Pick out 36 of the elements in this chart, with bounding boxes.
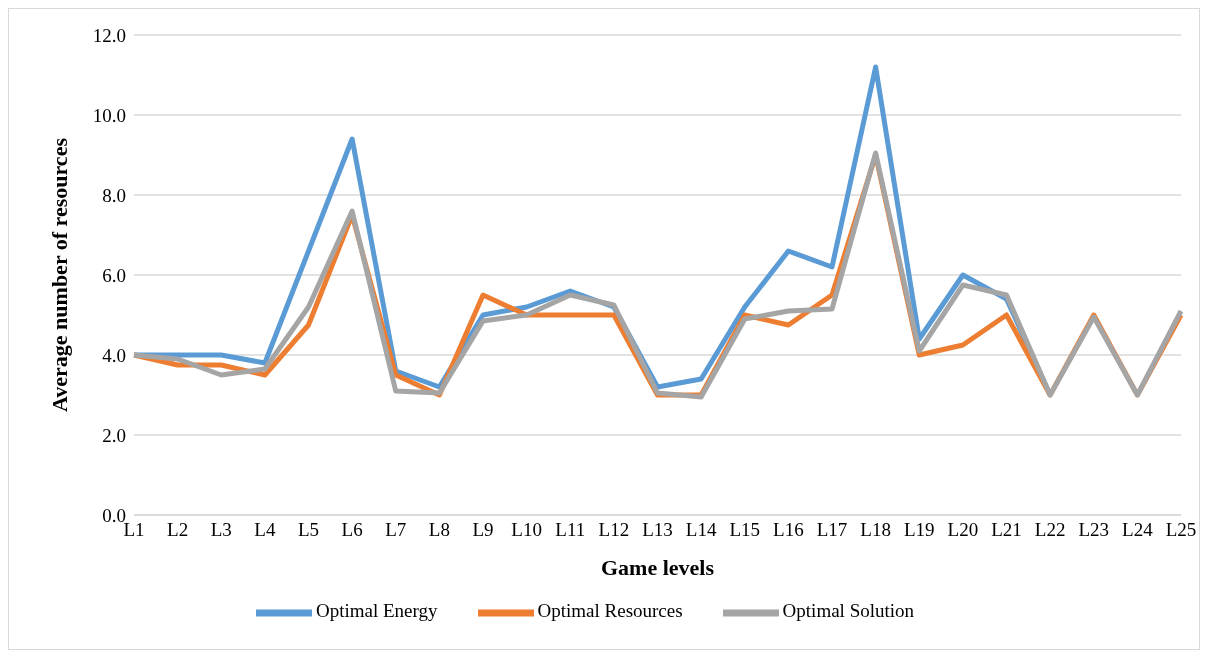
x-tick-label: L15 (729, 519, 761, 541)
x-tick-label: L4 (254, 519, 276, 541)
y-tick-label: 8.0 (102, 184, 126, 206)
x-tick-label: L21 (991, 519, 1022, 541)
x-tick-label: L3 (210, 519, 232, 541)
legend-label: Optimal Resources (537, 600, 683, 622)
y-tick-label: 6.0 (102, 264, 126, 286)
x-tick-label: L13 (642, 519, 673, 541)
x-tick-label: L8 (428, 519, 450, 541)
x-tick-label: L2 (167, 519, 189, 541)
x-tick-label: L24 (1122, 519, 1154, 541)
x-tick-label: L7 (385, 519, 407, 541)
x-tick-label: L20 (947, 519, 979, 541)
y-tick-label: 10.0 (92, 104, 126, 126)
legend-label: Optimal Solution (782, 600, 915, 622)
x-axis-title: Game levels (600, 555, 715, 580)
y-tick-label: 4.0 (102, 344, 126, 366)
x-tick-label: L14 (685, 519, 717, 541)
y-tick-label: 0.0 (102, 504, 126, 526)
y-tick-label: 2.0 (102, 424, 126, 446)
x-tick-label: L11 (555, 519, 586, 541)
x-tick-label: L23 (1078, 519, 1110, 541)
legend-label: Optimal Energy (315, 600, 438, 622)
x-tick-label: L19 (903, 519, 935, 541)
x-tick-label: L25 (1165, 519, 1197, 541)
x-tick-label: L22 (1034, 519, 1066, 541)
x-tick-label: L5 (297, 519, 320, 541)
x-tick-label: L10 (511, 519, 542, 541)
x-tick-label: L16 (773, 519, 804, 541)
x-tick-label: L12 (598, 519, 630, 541)
y-axis-title: Average number of resources (46, 137, 72, 412)
x-tick-label: L9 (472, 519, 494, 541)
y-tick-label: 12.0 (92, 24, 126, 46)
x-tick-label: L6 (341, 519, 363, 541)
x-tick-label: L18 (860, 519, 891, 541)
x-tick-label: L17 (816, 519, 848, 541)
